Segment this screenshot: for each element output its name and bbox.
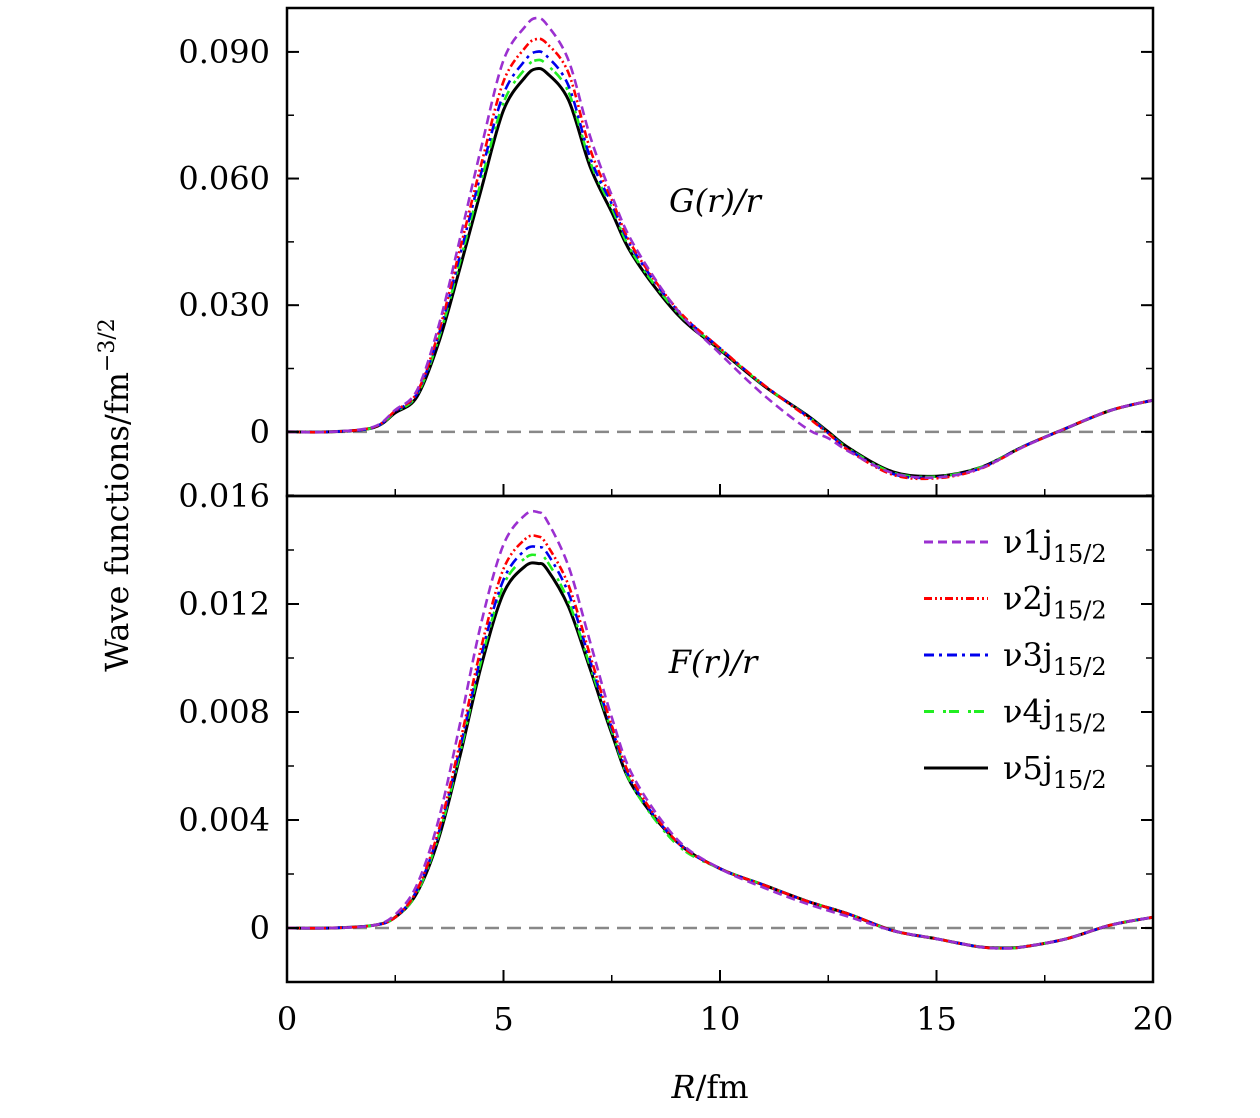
x-tick-label: 20 — [1133, 1000, 1174, 1038]
legend-label: ν5j15/2 — [1003, 749, 1107, 794]
legend-label: ν1j15/2 — [1003, 523, 1107, 568]
panel-bottom: 0 0.004 0.008 0.012 0.016 F(r)/r — [178, 477, 1155, 984]
x-tick-label: 15 — [916, 1000, 957, 1038]
x-tick-label: 0 — [277, 1000, 297, 1038]
legend-label-subscript: 15/2 — [1053, 597, 1107, 625]
legend-label-main: ν4j — [1003, 693, 1053, 731]
panels: 0 0.030 0.060 0.090 G(r)/r 0 0.004 0.008 0.012 0.… — [178, 6, 1174, 1038]
legend-item-1: ν1j15/2 — [924, 523, 1107, 568]
series-line-2 — [287, 37, 1153, 481]
plot-frame — [285, 6, 1155, 498]
legend-item-3: ν3j15/2 — [924, 636, 1107, 681]
series-group — [287, 509, 1153, 950]
y-tick-label: 0 — [250, 413, 270, 451]
x-axis-label-var: R — [670, 1068, 695, 1106]
panel-annotation: G(r)/r — [669, 182, 763, 220]
series-line-3 — [287, 50, 1153, 480]
x-axis-label-unit: /fm — [696, 1068, 749, 1106]
panel-annotation: F(r)/r — [668, 643, 759, 681]
y-tick-label: 0.060 — [178, 160, 270, 198]
y-tick-label: 0.004 — [178, 801, 270, 839]
legend-label-subscript: 15/2 — [1053, 540, 1107, 568]
series-line-4 — [287, 553, 1153, 950]
legend-label-subscript: 15/2 — [1053, 653, 1107, 681]
legend-label-subscript: 15/2 — [1053, 766, 1107, 794]
panel-top: 0 0.030 0.060 0.090 G(r)/r — [178, 6, 1155, 498]
y-tick-label: 0.012 — [178, 585, 270, 623]
legend-item-5: ν5j15/2 — [924, 749, 1107, 794]
x-tick-label: 10 — [700, 1000, 741, 1038]
y-axis-label: Wave functions/fm−3/2 — [95, 318, 136, 672]
legend-label: ν4j15/2 — [1003, 693, 1107, 738]
legend-label-main: ν5j — [1003, 749, 1053, 787]
series-line-2 — [287, 534, 1153, 950]
series-group — [287, 16, 1153, 481]
y-tick-label: 0.030 — [178, 286, 270, 324]
y-tick-label: 0.090 — [178, 33, 270, 71]
x-tick-label: 5 — [493, 1000, 513, 1038]
legend-label-main: ν3j — [1003, 636, 1053, 674]
legend-item-4: ν4j15/2 — [924, 693, 1107, 738]
y-axis-label-sup: −3/2 — [95, 318, 120, 372]
series-line-4 — [287, 58, 1153, 479]
y-axis-label-main: Wave functions/fm — [98, 372, 136, 672]
series-line-1 — [287, 16, 1153, 479]
legend-label-main: ν2j — [1003, 580, 1053, 618]
legend-label-main: ν1j — [1003, 523, 1053, 561]
x-axis-label: R/fm — [670, 1068, 748, 1106]
plot-frame — [285, 494, 1155, 984]
legend-label-subscript: 15/2 — [1053, 710, 1107, 738]
legend-label: ν2j15/2 — [1003, 580, 1107, 625]
series-line-1 — [287, 509, 1153, 950]
legend-label: ν3j15/2 — [1003, 636, 1107, 681]
y-tick-label: 0.016 — [178, 477, 270, 515]
legend-item-2: ν2j15/2 — [924, 580, 1107, 625]
y-tick-label: 0.008 — [178, 693, 270, 731]
y-tick-label: 0 — [250, 909, 270, 947]
series-line-5 — [287, 66, 1153, 478]
